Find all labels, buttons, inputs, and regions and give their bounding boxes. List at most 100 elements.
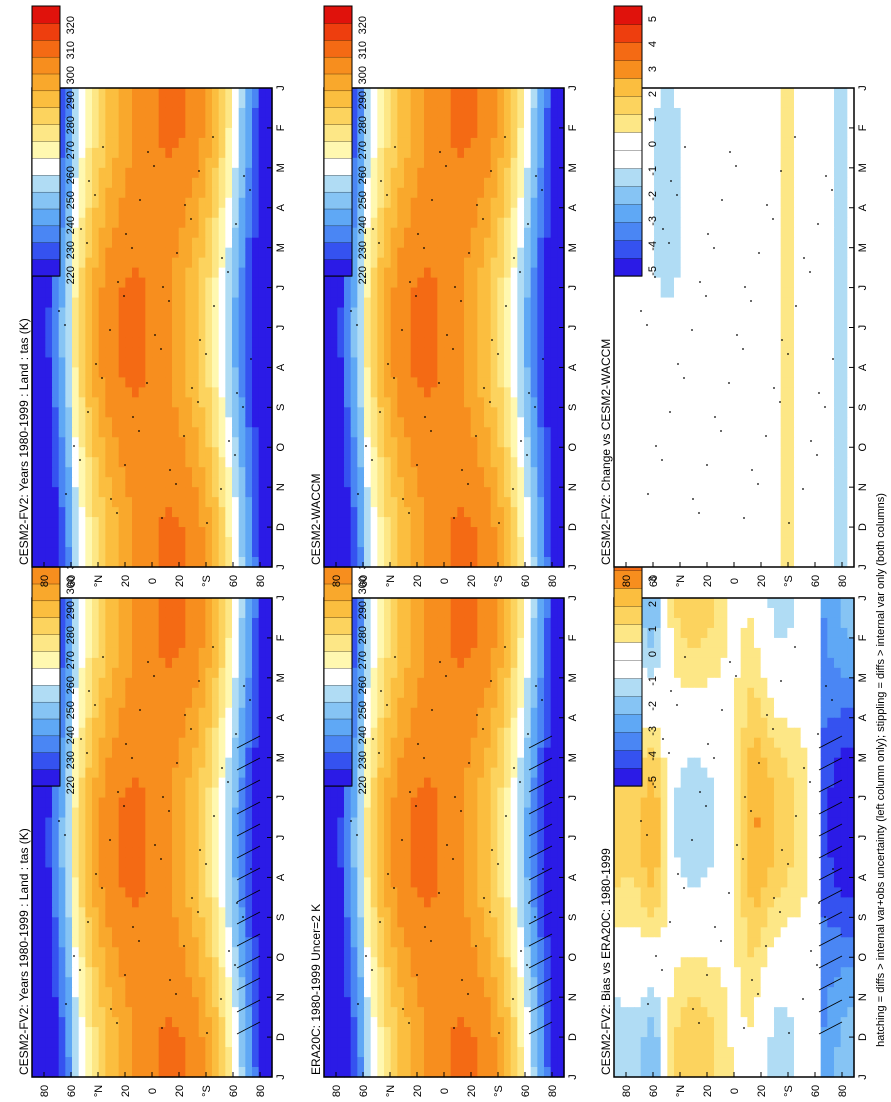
- heat-cell: [78, 817, 86, 829]
- heat-cell: [410, 917, 418, 928]
- heat-cell: [172, 367, 180, 378]
- heat-cell: [32, 467, 40, 478]
- colorbar-swatch: [31, 39, 61, 58]
- heat-cell: [38, 1037, 46, 1048]
- heat-cell: [390, 797, 398, 809]
- heat-cell: [132, 987, 140, 998]
- heat-cell: [58, 637, 66, 649]
- heat-cell: [192, 937, 200, 948]
- stipple-dot: [160, 858, 162, 860]
- heat-cell: [158, 507, 166, 518]
- heat-cell: [497, 787, 505, 799]
- heat-cell: [118, 667, 126, 679]
- heat-cell: [337, 847, 345, 859]
- heat-cell: [32, 1057, 40, 1068]
- heat-cell: [218, 617, 226, 629]
- heat-cell: [132, 497, 140, 508]
- heat-cell: [45, 547, 53, 558]
- heat-cell: [258, 197, 266, 209]
- heat-cell: [192, 967, 200, 978]
- heat-cell: [258, 997, 266, 1008]
- heat-cell: [205, 907, 213, 918]
- heat-cell: [212, 447, 220, 458]
- heat-cell: [58, 317, 66, 329]
- heat-cell: [198, 88, 206, 99]
- heat-cell: [158, 997, 166, 1008]
- heat-cell: [218, 317, 226, 329]
- stipple-dot: [162, 286, 164, 288]
- heat-cell: [218, 817, 226, 829]
- heat-cell: [105, 1027, 113, 1038]
- heat-cell: [192, 607, 200, 619]
- heat-cell: [192, 547, 200, 558]
- heat-cell: [524, 647, 532, 659]
- heat-cell: [98, 297, 106, 309]
- heat-cell: [212, 797, 220, 809]
- heat-cell: [530, 657, 538, 669]
- heat-cell: [424, 617, 432, 629]
- heat-cell: [65, 497, 73, 508]
- heat-cell: [232, 227, 240, 239]
- heat-cell: [125, 827, 133, 839]
- lat-label: 60: [228, 1085, 240, 1097]
- heat-cell: [138, 1027, 146, 1038]
- heat-cell: [165, 847, 173, 859]
- heat-cell: [510, 927, 518, 938]
- heat-cell: [92, 607, 100, 619]
- heat-cell: [32, 927, 40, 938]
- stipple-dot: [249, 189, 251, 191]
- heat-cell: [125, 477, 133, 488]
- heat-cell: [58, 1047, 66, 1058]
- heat-cell: [524, 697, 532, 709]
- heat-cell: [218, 487, 226, 498]
- heat-cell: [98, 267, 106, 279]
- heat-cell: [212, 307, 220, 319]
- heat-cell: [58, 917, 66, 928]
- heat-cell: [118, 917, 126, 928]
- heat-cell: [52, 527, 60, 538]
- heat-cell: [118, 877, 126, 888]
- heat-cell: [112, 367, 120, 378]
- heat-cell: [132, 817, 140, 829]
- heat-cell: [165, 427, 173, 438]
- heat-cell: [238, 797, 246, 809]
- heat-cell: [118, 477, 126, 488]
- heat-cell: [232, 847, 240, 859]
- heat-cell: [484, 917, 492, 928]
- heat-cell: [178, 767, 186, 779]
- heat-cell: [85, 987, 93, 998]
- heat-cell: [490, 907, 498, 918]
- heat-cell: [198, 767, 206, 779]
- heat-cell: [258, 307, 266, 319]
- heat-cell: [65, 207, 73, 219]
- heat-cell: [218, 1007, 226, 1018]
- heat-cell: [118, 697, 126, 709]
- heat-cell: [92, 1047, 100, 1058]
- heat-cell: [232, 157, 240, 169]
- heat-cell: [145, 687, 153, 699]
- heat-cell: [444, 737, 452, 749]
- heat-cell: [437, 677, 445, 689]
- heat-cell: [497, 737, 505, 749]
- heat-cell: [72, 217, 80, 229]
- heat-cell: [350, 767, 358, 779]
- heat-cell: [377, 647, 385, 659]
- heat-cell: [198, 257, 206, 269]
- heat-cell: [138, 727, 146, 739]
- heat-cell: [464, 867, 472, 879]
- heat-cell: [198, 427, 206, 438]
- heat-cell: [178, 457, 186, 468]
- heat-cell: [118, 777, 126, 789]
- heat-cell: [185, 957, 193, 968]
- heat-cell: [192, 637, 200, 649]
- heat-cell: [105, 167, 113, 179]
- heat-cell: [178, 877, 186, 888]
- heat-cell: [58, 347, 66, 359]
- heat-cell: [112, 497, 120, 508]
- heat-cell: [85, 307, 93, 319]
- stipple-dot: [138, 940, 140, 942]
- heat-cell: [138, 157, 146, 169]
- heat-cell: [125, 717, 133, 729]
- heat-cell: [125, 287, 133, 299]
- heat-cell: [92, 947, 100, 958]
